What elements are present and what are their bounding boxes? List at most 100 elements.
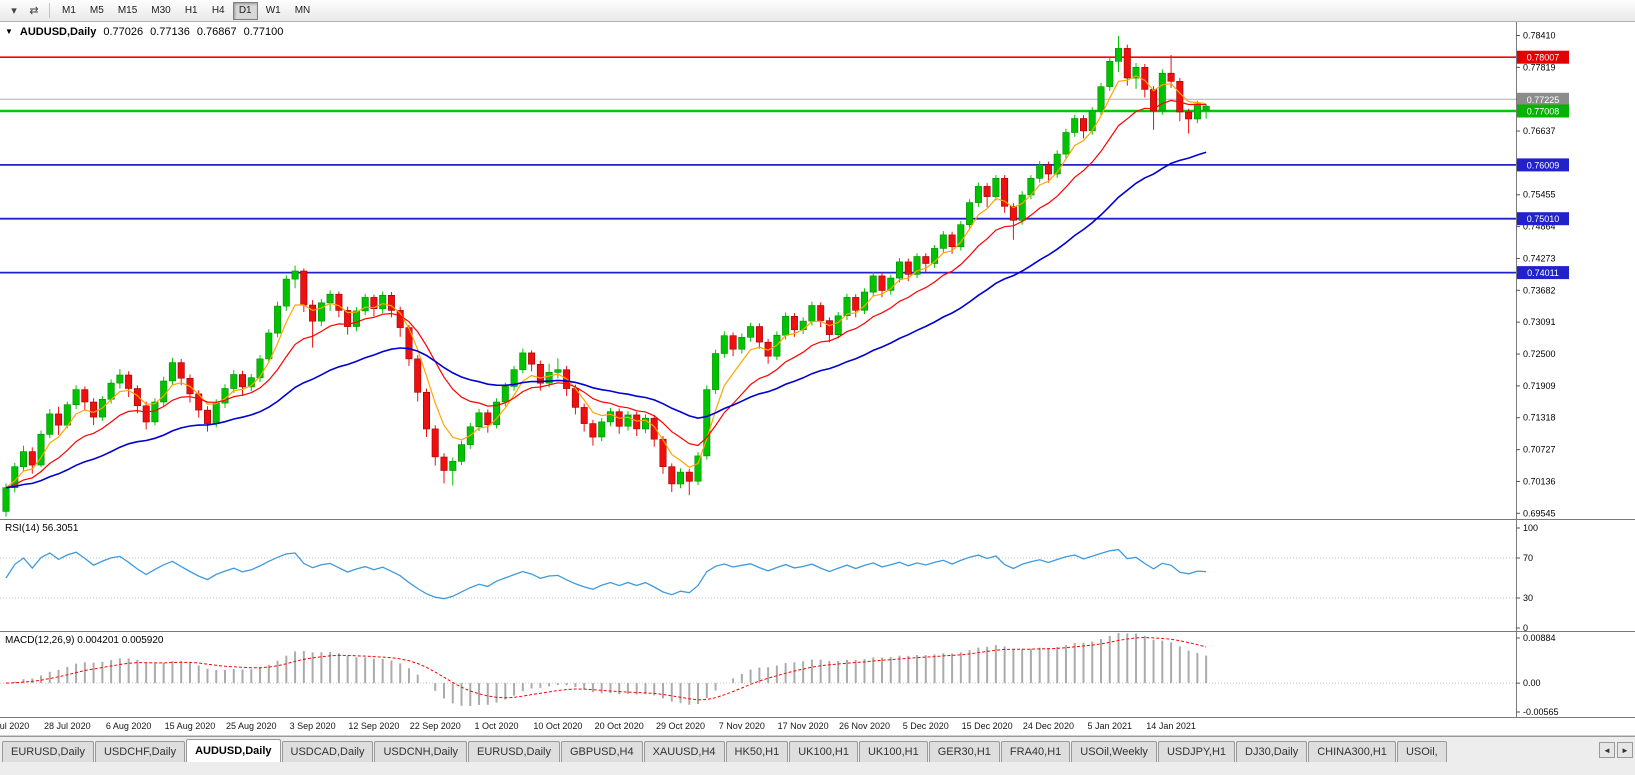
chart-title: ▼ AUDUSD,Daily 0.77026 0.77136 0.76867 0… [5, 26, 283, 38]
rsi-axis-label: 70 [1523, 553, 1533, 563]
chart-symbol-title: AUDUSD,Daily [19, 26, 97, 38]
ohlc-low: 0.76867 [196, 26, 237, 38]
ma-34-line [5, 151, 1207, 489]
price-axis[interactable]: 0.784100.778190.772280.766370.760460.754… [1516, 22, 1569, 519]
date-label: 22 Sep 2020 [409, 721, 461, 731]
rsi-axis-label: 100 [1523, 523, 1538, 533]
rsi-canvas[interactable]: 100 70 30 0 [0, 520, 1635, 631]
tab-scroll-arrows: ◄ ► [1596, 742, 1633, 758]
date-label: 25 Aug 2020 [225, 721, 277, 731]
svg-text:0.74011: 0.74011 [1527, 268, 1559, 278]
chart-tab-usdcad-daily[interactable]: USDCAD,Daily [281, 741, 374, 762]
date-label: 7 Nov 2020 [718, 721, 765, 731]
chart-tab-gbpusd-h4[interactable]: GBPUSD,H4 [561, 741, 643, 762]
date-label: 15 Aug 2020 [164, 721, 216, 731]
price-axis-label: 0.70727 [1523, 445, 1556, 455]
svg-text:0.78007: 0.78007 [1527, 53, 1560, 63]
price-axis-label: 0.70136 [1523, 476, 1556, 486]
timeframe-w1-button[interactable]: W1 [265, 5, 281, 16]
macd-histogram [13, 632, 1208, 707]
chart-marker-icon: ▼ [5, 27, 13, 36]
date-label: 20 Oct 2020 [594, 721, 644, 731]
toolbar-separator [49, 3, 50, 18]
date-label: 18 Jul 2020 [0, 721, 30, 731]
rsi-axis-label: 0 [1523, 623, 1528, 631]
chart-tab-bar: EURUSD,Daily USDCHF,Daily AUDUSD,Daily USDC… [0, 736, 1635, 762]
rsi-line [5, 548, 1207, 600]
chart-tab-hk50-h1[interactable]: HK50,H1 [725, 741, 789, 762]
chart-tab-eurusd-daily[interactable]: EURUSD,Daily [2, 741, 94, 762]
chart-tab-eurusd-daily[interactable]: EURUSD,Daily [468, 741, 560, 762]
main-chart-panel[interactable]: ▼ AUDUSD,Daily 0.77026 0.77136 0.76867 0… [0, 22, 1635, 520]
chart-tab-dj30-daily[interactable]: DJ30,Daily [1236, 741, 1308, 762]
date-label: 5 Dec 2020 [902, 721, 949, 731]
timeframe-h4-button[interactable]: H4 [211, 5, 225, 16]
svg-text:0.76009: 0.76009 [1527, 160, 1560, 170]
ohlc-high: 0.77136 [150, 26, 190, 38]
chart-tab-audusd-daily[interactable]: AUDUSD,Daily [186, 739, 281, 762]
chart-tab-fra40-h1[interactable]: FRA40,H1 [1000, 741, 1071, 762]
date-label: 14 Jan 2021 [1146, 721, 1196, 731]
chart-tab-uk100-h1[interactable]: UK100,H1 [858, 741, 928, 762]
level-price-box: 0.77225 [1517, 92, 1569, 106]
macd-signal-line [5, 636, 1207, 701]
chart-tab-xauusd-h4[interactable]: XAUUSD,H4 [643, 741, 725, 762]
date-label: 15 Dec 2020 [961, 721, 1013, 731]
chart-tab-usdcnh-daily[interactable]: USDCNH,Daily [374, 741, 468, 762]
timeframe-m30-button[interactable]: M30 [151, 5, 171, 16]
level-price-box: 0.75010 [1517, 212, 1569, 226]
tabs-scroll-right-icon[interactable]: ► [1617, 742, 1633, 758]
price-axis-label: 0.78410 [1523, 30, 1556, 40]
timeframe-mn-button[interactable]: MN [294, 5, 311, 16]
macd-panel[interactable]: MACD(12,26,9) 0.004201 0.005920 0.00884 0… [0, 632, 1635, 718]
level-price-box: 0.77008 [1517, 104, 1569, 118]
chart-tab-usoil[interactable]: USOil, [1396, 741, 1447, 762]
timeframe-m1-button[interactable]: M1 [62, 5, 76, 16]
price-axis-label: 0.73091 [1523, 317, 1556, 327]
date-label: 24 Dec 2020 [1022, 721, 1074, 731]
rsi-panel[interactable]: RSI(14) 56.3051 100 70 30 0 [0, 520, 1635, 632]
level-price-box: 0.74011 [1517, 266, 1569, 280]
price-axis-label: 0.75455 [1523, 190, 1556, 200]
level-price-box: 0.78007 [1517, 50, 1569, 64]
charts-menu-icon[interactable]: ▾ [11, 5, 17, 17]
rsi-header: RSI(14) 56.3051 [5, 523, 79, 534]
rsi-axis-label: 30 [1523, 593, 1533, 603]
price-axis-label: 0.73682 [1523, 285, 1556, 295]
price-axis-label: 0.74273 [1523, 253, 1556, 263]
timeframe-m5-button[interactable]: M5 [89, 5, 104, 16]
timeframe-h1-button[interactable]: H1 [184, 5, 198, 16]
date-label: 1 Oct 2020 [474, 721, 519, 731]
price-axis-label: 0.72500 [1523, 349, 1556, 359]
price-axis-label: 0.71909 [1523, 381, 1556, 391]
macd-canvas[interactable]: 0.00884 0.00 -0.00565 [0, 632, 1635, 717]
ma-5-line [5, 75, 1207, 489]
macd-axis[interactable]: 0.00884 0.00 -0.00565 [1516, 632, 1559, 717]
price-chart-canvas[interactable]: 0.784100.778190.772280.766370.760460.754… [0, 22, 1635, 519]
tabs-scroll-left-icon[interactable]: ◄ [1599, 742, 1615, 758]
chart-tab-usoil-weekly[interactable]: USOil,Weekly [1071, 741, 1157, 762]
chart-tab-china300-h1[interactable]: CHINA300,H1 [1308, 741, 1396, 762]
price-axis-label: 0.69545 [1523, 508, 1556, 518]
price-axis-label: 0.76637 [1523, 126, 1556, 136]
svg-text:0.75010: 0.75010 [1527, 214, 1560, 224]
chart-tab-ger30-h1[interactable]: GER30,H1 [928, 741, 1000, 762]
timeframe-d1-button[interactable]: D1 [232, 1, 258, 20]
date-label: 10 Oct 2020 [533, 721, 583, 731]
timeframe-toolbar: ▾ ⇄ M1 M5 M15 M30 H1 H4 D1 W1 MN [0, 0, 1635, 22]
time-axis[interactable]: 18 Jul 2020 28 Jul 2020 6 Aug 2020 15 Aug 2… [0, 718, 1635, 736]
chart-tab-usdchf-daily[interactable]: USDCHF,Daily [94, 741, 186, 762]
date-label: 3 Sep 2020 [289, 721, 336, 731]
rsi-axis[interactable]: 100 70 30 0 [1516, 520, 1538, 631]
macd-axis-label: -0.00565 [1523, 707, 1559, 717]
level-price-box: 0.76009 [1517, 158, 1569, 172]
date-label: 17 Nov 2020 [777, 721, 829, 731]
chart-tab-usdjpy-h1[interactable]: USDJPY,H1 [1157, 741, 1236, 762]
horizontal-levels[interactable] [0, 56, 1516, 274]
chart-shift-icon[interactable]: ⇄ [29, 5, 39, 17]
timeframe-m15-button[interactable]: M15 [117, 5, 138, 16]
date-label: 6 Aug 2020 [105, 721, 152, 731]
macd-axis-label: 0.00 [1523, 678, 1541, 688]
chart-tab-uk100-h1[interactable]: UK100,H1 [789, 741, 858, 762]
date-label: 29 Oct 2020 [655, 721, 706, 731]
